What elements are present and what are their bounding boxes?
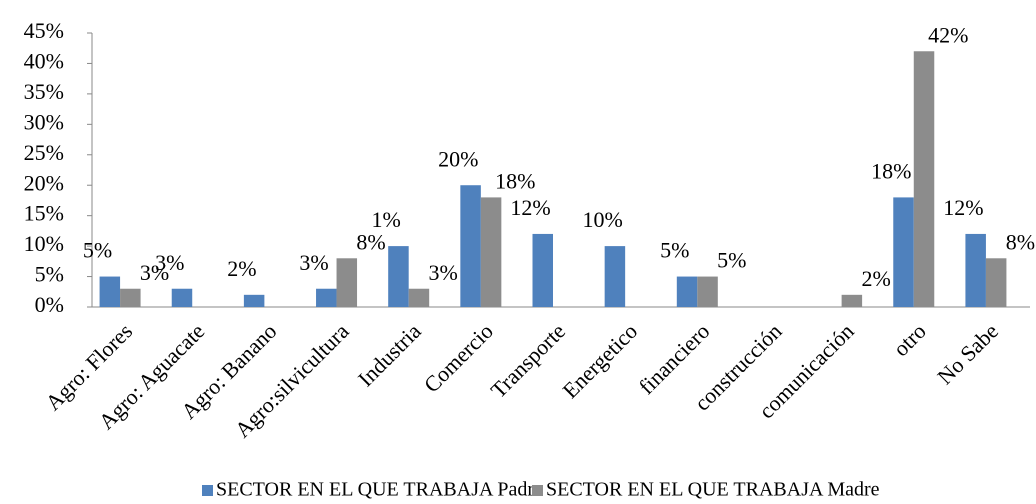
y-tick-label: 20%: [24, 170, 64, 195]
bar: [697, 276, 718, 307]
data-label: 18%: [495, 168, 535, 193]
x-tick-label: Energetico: [557, 318, 642, 403]
bar: [120, 288, 141, 307]
bar: [480, 197, 502, 307]
data-label: 18%: [871, 158, 911, 183]
y-tick-label: 40%: [24, 48, 64, 73]
data-label: 42%: [928, 22, 968, 47]
bar: [316, 288, 337, 307]
bar: [460, 185, 481, 307]
data-label: 5%: [660, 238, 689, 263]
data-label: 1%: [372, 207, 401, 232]
bar: [171, 288, 193, 307]
bar: [336, 258, 358, 307]
y-tick-label: 35%: [24, 79, 64, 104]
legend-label: SECTOR EN EL QUE TRABAJA Madre: [546, 479, 880, 501]
legend-label: SECTOR EN EL QUE TRABAJA Padre: [216, 479, 543, 501]
data-label: 12%: [943, 195, 983, 220]
y-tick-label: 0%: [35, 292, 64, 317]
data-label: 3%: [140, 260, 169, 285]
data-label: 5%: [717, 248, 746, 273]
data-label: 12%: [510, 195, 550, 220]
bar: [408, 288, 430, 307]
bar: [243, 294, 265, 307]
x-tick-label: No Sabe: [932, 318, 1003, 389]
bar: [965, 233, 986, 307]
y-tick-label: 45%: [24, 18, 64, 43]
data-label: 20%: [438, 146, 478, 171]
y-tick-label: 15%: [24, 201, 64, 226]
bar: [676, 276, 698, 307]
data-label: 2%: [227, 256, 256, 281]
x-tick-label: Transporte: [486, 318, 571, 403]
legend-swatch: [532, 485, 543, 496]
x-tick-label: otro: [888, 318, 931, 361]
data-label: 2%: [861, 266, 890, 291]
y-tick-label: 30%: [24, 109, 64, 134]
data-label: 3%: [429, 260, 458, 285]
data-label: 5%: [83, 238, 112, 263]
y-tick-label: 25%: [24, 140, 64, 165]
bar: [532, 233, 553, 307]
data-label: 10%: [582, 207, 622, 232]
bar: [604, 246, 626, 307]
bar: [841, 294, 863, 307]
data-label: 8%: [1006, 229, 1035, 254]
bar: [388, 246, 409, 307]
bar: [913, 51, 935, 308]
bar: [985, 258, 1007, 307]
bar: [99, 276, 121, 307]
data-label: 3%: [155, 250, 184, 275]
data-label: 3%: [299, 250, 328, 275]
y-tick-label: 10%: [24, 231, 64, 256]
bar: [893, 197, 914, 307]
x-tick-label: Industria: [353, 318, 426, 391]
y-tick-label: 5%: [35, 262, 64, 287]
data-label: 8%: [356, 229, 385, 254]
legend-swatch: [202, 485, 213, 496]
